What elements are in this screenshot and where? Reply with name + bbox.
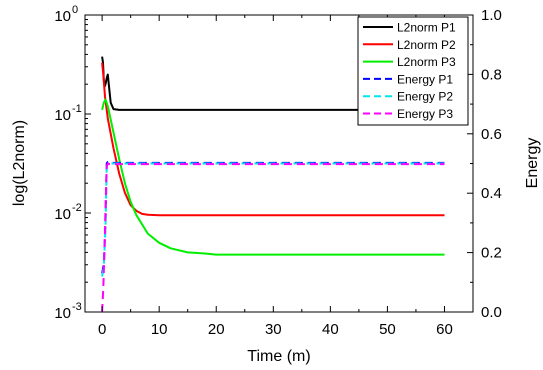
legend-label: L2norm P3: [397, 55, 456, 69]
y-axis-left-label: log(L2norm): [11, 120, 28, 206]
legend-label: Energy P2: [397, 90, 453, 104]
y-left-tick-exponent: 0: [72, 4, 78, 16]
series-line-4: [101, 161, 445, 274]
y-right-tick-label: 0.0: [481, 304, 502, 321]
y-right-tick-label: 0.6: [481, 126, 502, 143]
x-tick-label: 0: [98, 321, 106, 338]
y-axis-right: 0.0 0.2 0.4 0.6 0.8 1.0: [467, 7, 502, 321]
x-tick-label: 10: [151, 321, 168, 338]
y-axis-right-label: Energy: [524, 138, 541, 189]
x-axis: 0 10 20 30 40 50 60: [98, 15, 453, 338]
y-left-tick-label: 10: [54, 107, 71, 124]
legend-label: L2norm P2: [397, 38, 456, 52]
legend-label: Energy P3: [397, 107, 453, 121]
series-layer: [101, 56, 445, 313]
x-tick-label: 20: [208, 321, 225, 338]
series-line-5: [101, 162, 445, 277]
x-axis-label: Time (m): [247, 348, 310, 365]
y-left-tick-exponent: -1: [72, 103, 82, 115]
y-right-tick-label: 0.4: [481, 185, 502, 202]
y-left-tick-label: 10: [54, 305, 71, 322]
series-line-3: [101, 98, 445, 256]
legend-label: L2norm P1: [397, 21, 456, 35]
y-left-tick-label: 10: [54, 206, 71, 223]
series-line-6: [101, 162, 445, 313]
y-left-tick-exponent: -3: [72, 301, 82, 313]
y-right-tick-label: 0.2: [481, 245, 502, 262]
series-line-2: [101, 62, 445, 217]
legend-box: [357, 16, 469, 126]
y-right-tick-label: 1.0: [481, 7, 502, 24]
y-left-tick-label: 10: [54, 8, 71, 25]
x-tick-label: 60: [436, 321, 453, 338]
y-left-tick-exponent: -2: [72, 202, 82, 214]
x-tick-label: 50: [379, 321, 396, 338]
legend-label: Energy P1: [397, 72, 453, 86]
x-tick-label: 40: [322, 321, 339, 338]
x-tick-label: 30: [265, 321, 282, 338]
y-right-tick-label: 0.8: [481, 66, 502, 83]
legend: L2norm P1 L2norm P2 L2norm P3 Energy P1 Ener…: [357, 16, 469, 126]
